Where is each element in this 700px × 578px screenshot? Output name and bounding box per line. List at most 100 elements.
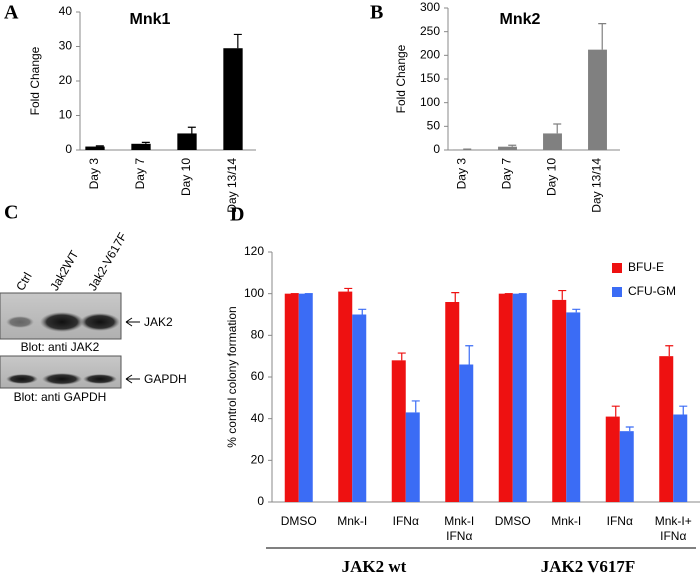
x-tick-label: Day 13/14: [590, 158, 604, 213]
error-bar: [187, 126, 196, 134]
error-bar: [95, 145, 104, 147]
blot-caption: Blot: anti JAK2: [21, 340, 100, 354]
lane-label: Ctrl: [13, 270, 34, 293]
bar: [619, 431, 634, 502]
error-bar: [508, 144, 517, 147]
x-tick-label: Day 10: [545, 158, 559, 196]
y-tick-label: 300: [420, 0, 440, 14]
bar: [566, 312, 581, 502]
bar: [659, 356, 674, 502]
y-tick-label: 50: [427, 119, 441, 133]
chart-title: Mnk1: [130, 11, 171, 28]
error-bar: [558, 289, 567, 300]
bar: [405, 412, 420, 502]
error-bar: [679, 405, 688, 415]
legend-swatch: [612, 287, 622, 297]
bar: [298, 293, 313, 502]
y-tick-label: 100: [244, 286, 264, 300]
panel-letter: C: [4, 202, 18, 224]
band-label: JAK2: [144, 315, 173, 329]
panel-letter: A: [4, 2, 19, 24]
panel-letter: D: [230, 204, 244, 226]
y-tick-label: 10: [59, 108, 73, 122]
y-tick-label: 60: [251, 369, 265, 383]
error-bar: [141, 141, 150, 144]
y-tick-label: 0: [257, 494, 264, 508]
x-tick-label: Day 7: [133, 158, 147, 190]
bar: [543, 133, 562, 150]
x-tick-label: Mnk-I IFNα: [444, 514, 474, 543]
group-label: JAK2 wt: [342, 557, 407, 576]
bar: [445, 302, 460, 502]
blot-caption: Blot: anti GAPDH: [14, 390, 107, 404]
blot-panel: C Ctrl Jak2WT Jak2-V617F JAK2 Blot: anti…: [0, 202, 187, 404]
arrow: [125, 317, 140, 327]
lane-label: Jak2-V617F: [85, 230, 129, 293]
error-bar: [344, 287, 353, 292]
arrow: [125, 374, 140, 384]
x-tick-label: IFNα: [607, 514, 633, 528]
error-bar: [358, 308, 367, 315]
bar: [391, 360, 406, 502]
y-tick-label: 250: [420, 24, 440, 38]
y-tick-label: 20: [59, 73, 73, 87]
error-bar: [397, 352, 406, 361]
bar: [498, 146, 517, 150]
error-bar: [553, 123, 562, 134]
blot-band: [83, 374, 117, 384]
x-tick-label: Mnk-I+ IFNα: [655, 514, 692, 543]
error-bar: [451, 292, 460, 302]
panel-letter: B: [370, 2, 383, 24]
y-tick-label: 30: [59, 39, 73, 53]
bar: [673, 414, 688, 502]
error-bar: [611, 405, 620, 417]
bar: [605, 416, 620, 502]
y-tick-label: 20: [251, 453, 265, 467]
blot-band: [80, 313, 120, 331]
group-label: JAK2 V617F: [541, 557, 636, 576]
y-tick-label: 200: [420, 48, 440, 62]
x-tick-label: DMSO: [495, 514, 531, 528]
error-bar: [572, 308, 581, 313]
x-tick-label: IFNα: [393, 514, 419, 528]
bar: [338, 291, 353, 502]
band-label: GAPDH: [144, 372, 187, 386]
blot-band: [42, 373, 82, 385]
y-tick-label: 0: [433, 142, 440, 156]
blot-band: [6, 316, 34, 328]
error-bar: [598, 23, 607, 50]
blot-band: [40, 312, 84, 332]
y-tick-label: 40: [251, 411, 265, 425]
x-tick-label: Day 7: [500, 158, 514, 190]
chart-title: Mnk2: [500, 11, 541, 28]
x-tick-label: Day 10: [179, 158, 193, 196]
error-bar: [665, 345, 674, 357]
bar: [459, 364, 474, 502]
error-bar: [625, 426, 634, 432]
x-tick-label: Day 13/14: [225, 158, 239, 213]
error-bar: [233, 33, 242, 49]
x-tick-label: DMSO: [281, 514, 317, 528]
bar: [284, 293, 299, 502]
legend-label: CFU-GM: [628, 284, 676, 298]
lane-label: Jak2WT: [47, 247, 81, 293]
legend-swatch: [612, 263, 622, 273]
bar: [131, 143, 151, 150]
y-tick-label: 150: [420, 71, 440, 85]
y-tick-label: 100: [420, 95, 440, 109]
y-axis-title: Fold Change: [394, 44, 408, 113]
error-bar: [465, 345, 474, 365]
x-tick-label: Day 3: [455, 158, 469, 190]
y-tick-label: 0: [65, 142, 72, 156]
bar: [177, 133, 197, 150]
blot-band: [6, 374, 38, 384]
y-tick-label: 120: [244, 244, 264, 258]
bar: [552, 299, 567, 502]
y-axis-title: Fold Change: [28, 46, 42, 115]
x-tick-label: Day 3: [87, 158, 101, 190]
bar: [512, 293, 527, 502]
bar: [588, 49, 607, 150]
y-tick-label: 40: [59, 4, 73, 18]
bar: [498, 293, 513, 502]
